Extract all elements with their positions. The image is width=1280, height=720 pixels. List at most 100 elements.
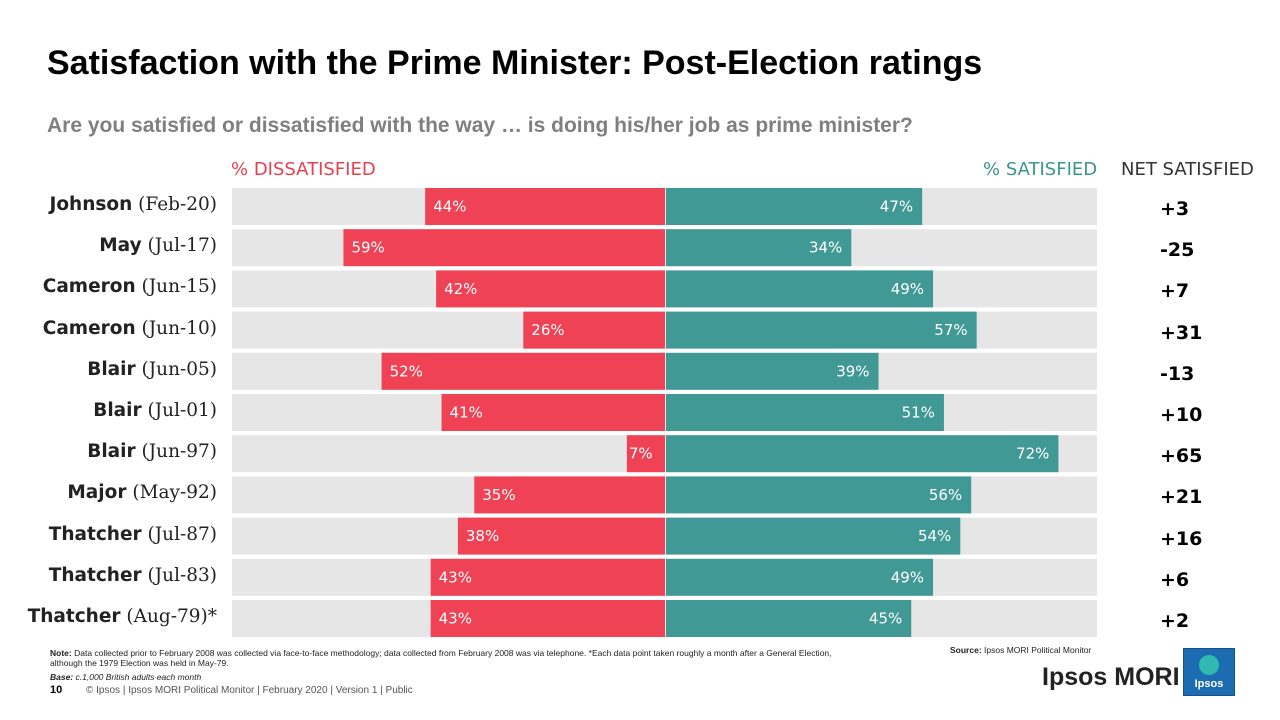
label-dissatisfied: 43% (439, 610, 472, 628)
bar-track (232, 476, 1097, 514)
bar-satisfied (666, 435, 1059, 473)
pm-date: (Jun-15) (135, 276, 217, 298)
label-dissatisfied: 26% (531, 321, 564, 339)
row-label: Cameron (Jun-10) (43, 318, 217, 339)
net-satisfied-value: +3 (1160, 198, 1190, 220)
bar-dissatisfied (381, 352, 665, 390)
net-satisfied-value: -25 (1160, 239, 1195, 262)
bar-track (232, 558, 1097, 596)
note: Note: Data collected prior to February 2… (50, 648, 850, 668)
pm-date: (Aug-79)* (120, 606, 217, 627)
label-satisfied: 34% (809, 239, 842, 257)
net-satisfied-value: +16 (1160, 527, 1203, 550)
bar-track (232, 270, 1097, 308)
pm-date: (Jul-01) (141, 400, 217, 421)
net-satisfied-value: -13 (1160, 362, 1195, 385)
label-satisfied: 39% (836, 362, 869, 380)
bar-satisfied (666, 188, 923, 225)
pm-name: Cameron (42, 317, 136, 339)
footer-text: © Ipsos | Ipsos MORI Political Monitor |… (86, 685, 413, 696)
chart-row: 26% 57% (232, 311, 1097, 349)
chart-row: 41% 51% (232, 394, 1097, 431)
net-satisfied-value: +6 (1160, 568, 1190, 591)
bar-dissatisfied (457, 517, 665, 555)
bar-dissatisfied (430, 558, 665, 596)
bar-track (232, 311, 1097, 349)
header-dissatisfied: % DISSATISFIED (231, 159, 376, 180)
net-satisfied-value: +10 (1160, 404, 1203, 426)
label-satisfied: 56% (929, 486, 962, 504)
label-dissatisfied: 44% (433, 198, 466, 216)
pm-name: Blair (93, 400, 142, 421)
bar-track (232, 394, 1097, 431)
bar-track (232, 435, 1097, 473)
net-satisfied-value: +2 (1160, 610, 1190, 632)
bar-satisfied (666, 311, 977, 349)
pm-date: (Jul-17) (141, 235, 217, 257)
bar-satisfied (666, 229, 852, 267)
pm-date: (Feb-20) (132, 194, 217, 215)
source: Source: Ipsos MORI Political Monitor (950, 645, 1091, 655)
pm-name: Johnson (49, 194, 133, 215)
label-satisfied: 57% (934, 321, 967, 339)
pm-date: (Jul-83) (141, 564, 217, 586)
net-satisfied-value: +21 (1160, 486, 1203, 509)
page-title: Satisfaction with the Prime Minister: Po… (47, 44, 983, 82)
source-text: Ipsos MORI Political Monitor (984, 645, 1092, 655)
base-label: Base: (50, 672, 74, 682)
pm-name: Blair (87, 358, 136, 380)
row-label: Thatcher (Jul-87) (49, 524, 217, 545)
chart-row: 44% 47% (232, 188, 1097, 225)
bar-satisfied (666, 558, 934, 596)
chart-row: 43% 45% (232, 600, 1097, 637)
note-text: Data collected prior to February 2008 wa… (50, 648, 832, 668)
row-label: May (Jul-17) (99, 235, 217, 256)
question-subtitle: Are you satisfied or dissatisfied with t… (47, 114, 913, 137)
bar-satisfied (666, 600, 912, 637)
pm-name: May (99, 235, 142, 257)
row-label: Thatcher (Jul-83) (49, 565, 217, 586)
net-satisfied-value: +31 (1160, 321, 1203, 344)
label-satisfied: 45% (869, 610, 902, 628)
pm-date: (Jun-05) (135, 358, 217, 380)
chart-row: 38% 54% (232, 517, 1097, 555)
chart-row: 52% 39% (232, 352, 1097, 390)
label-satisfied: 72% (1016, 445, 1049, 463)
row-label: Cameron (Jun-15) (43, 276, 217, 297)
row-label: Blair (Jun-05) (87, 359, 217, 380)
label-dissatisfied: 35% (482, 486, 515, 504)
page-number: 10 (50, 684, 63, 696)
bar-dissatisfied (626, 435, 665, 473)
label-dissatisfied: 42% (444, 280, 477, 298)
header-satisfied: % SATISFIED (983, 159, 1098, 180)
logo-text: Ipsos (1194, 678, 1224, 690)
label-dissatisfied: 43% (439, 568, 472, 586)
label-dissatisfied: 52% (390, 362, 423, 380)
label-satisfied: 51% (902, 404, 935, 422)
row-label: Johnson (Feb-20) (49, 194, 217, 215)
chart-row: 35% 56% (232, 476, 1097, 514)
chart-row: 7% 72% (232, 435, 1097, 473)
base-text: c.1,000 British adults each month (75, 672, 202, 682)
pm-name: Cameron (42, 276, 136, 298)
bar-track (232, 517, 1097, 555)
label-dissatisfied: 59% (351, 239, 384, 257)
bar-satisfied (666, 517, 961, 555)
label-dissatisfied: 7% (629, 445, 653, 463)
bar-dissatisfied (430, 600, 665, 637)
bar-dissatisfied (343, 229, 665, 267)
bar-track (232, 352, 1097, 390)
bar-satisfied (666, 270, 934, 308)
brand-name: Ipsos MORI (1042, 663, 1180, 691)
logo-mark-icon (1199, 655, 1219, 675)
bar-dissatisfied (441, 394, 665, 431)
net-satisfied-value: +65 (1160, 445, 1203, 468)
bar-dissatisfied (474, 476, 665, 514)
bar-dissatisfied (436, 270, 665, 308)
label-dissatisfied: 41% (450, 404, 483, 422)
bar-satisfied (666, 394, 944, 431)
chart-row: 42% 49% (232, 270, 1097, 308)
bar-track (232, 188, 1097, 225)
bar-track (232, 600, 1097, 637)
bar-satisfied (666, 352, 879, 390)
